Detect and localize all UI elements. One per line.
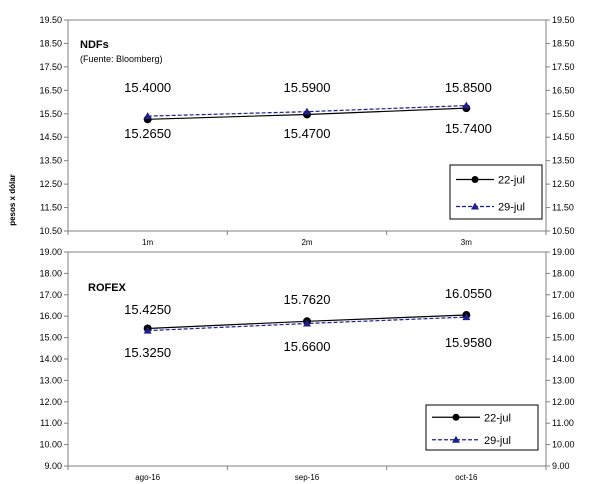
y-tick-label-left: 12.50 [39,179,62,189]
y-tick-label-right: 16.50 [552,85,575,95]
y-tick-label-left: 16.50 [39,85,62,95]
x-tick-label: sep-16 [295,473,320,482]
y-tick-label-left: 16.00 [39,311,62,321]
y-tick-label-right: 19.00 [552,247,575,257]
chart-subtitle: (Fuente: Bloomberg) [80,54,163,64]
y-tick-label-left: 14.50 [39,132,62,142]
y-tick-label-right: 10.50 [552,226,575,236]
data-label-22-jul: 15.7620 [284,292,331,307]
legend-marker-22-jul [471,176,479,183]
y-tick-label-right: 9.00 [552,461,570,471]
chart-title: NDFs [80,39,109,51]
y-tick-label-right: 11.50 [552,203,574,213]
y-tick-label-right: 14.50 [552,132,575,142]
legend-marker-22-jul [452,413,460,421]
y-tick-label-right: 15.50 [552,109,575,119]
y-tick-label-right: 19.50 [552,15,575,25]
y-tick-label-left: 10.00 [39,440,62,450]
x-tick-label: ago-16 [135,473,160,482]
y-tick-label-left: 11.00 [40,418,62,428]
y-tick-label-right: 15.00 [552,333,575,343]
data-point-29-jul [303,319,311,327]
data-label-29-jul: 15.5900 [284,80,331,95]
y-tick-label-right: 13.50 [552,156,575,166]
y-tick-label-left: 15.00 [39,333,62,343]
x-tick-label: oct-16 [455,473,478,482]
y-tick-label-right: 14.00 [552,354,575,364]
y-tick-label-right: 18.00 [552,268,575,278]
y-tick-label-left: 17.00 [39,290,62,300]
legend-marker-29-jul [452,435,460,443]
legend-label-22-jul: 22-jul [498,175,525,187]
x-tick-label: 1m [142,238,153,247]
x-tick-label: 2m [301,238,312,247]
y-tick-label-left: 10.50 [39,226,62,236]
y-tick-label-right: 11.00 [552,418,574,428]
legend-label-29-jul: 29-jul [484,435,511,447]
legend-marker-29-jul [471,202,479,210]
data-label-29-jul: 15.4000 [124,80,171,95]
data-label-29-jul: 15.3250 [124,345,171,360]
y-tick-label-right: 12.00 [552,397,575,407]
y-tick-label-left: 19.00 [39,247,62,257]
data-point-29-jul [303,107,311,115]
y-axis-label: pesos x dólar [8,174,17,226]
chart-title: ROFEX [88,282,127,294]
y-tick-label-right: 17.50 [552,62,575,72]
data-label-29-jul: 15.6600 [284,339,331,354]
y-tick-label-left: 15.50 [39,109,62,119]
data-label-22-jul: 16.0550 [445,286,492,301]
y-tick-label-left: 18.00 [39,268,62,278]
data-label-22-jul: 15.4700 [284,126,331,141]
y-tick-label-right: 18.50 [552,38,575,48]
legend-box [449,164,543,220]
y-tick-label-left: 11.50 [40,203,62,213]
y-tick-label-right: 10.00 [552,440,575,450]
y-tick-label-right: 12.50 [552,179,575,189]
y-tick-label-right: 17.00 [552,290,575,300]
data-label-22-jul: 15.4250 [124,302,171,317]
y-tick-label-right: 13.00 [552,375,575,385]
legend-label-29-jul: 29-jul [498,202,525,214]
data-label-22-jul: 15.2650 [124,126,171,141]
y-tick-label-left: 19.50 [39,15,62,25]
data-label-29-jul: 15.9580 [445,335,492,350]
y-tick-label-left: 13.00 [39,375,62,385]
data-label-29-jul: 15.8500 [445,80,492,95]
legend-box [425,404,539,451]
y-tick-label-left: 18.50 [39,38,62,48]
data-label-22-jul: 15.7400 [445,121,492,136]
y-tick-label-left: 13.50 [39,156,62,166]
y-tick-label-left: 9.00 [44,461,62,471]
chart-panel-2: 9.00 9.00 10.00 10.00 11.00 11.00 12.00 12.00 13… [39,247,574,482]
y-tick-label-left: 17.50 [39,62,62,72]
legend-label-22-jul: 22-jul [484,412,511,424]
data-point-29-jul [143,112,152,120]
data-point-29-jul [143,326,152,334]
data-point-29-jul [462,313,471,321]
legend: 22-jul 29-jul [425,404,539,451]
y-tick-label-left: 12.00 [39,397,62,407]
data-point-29-jul [462,101,471,109]
legend: 22-jul 29-jul [449,164,543,220]
chart-panel-1: 10.50 10.50 11.50 11.50 12.50 12.50 13.50 13.50… [39,15,574,247]
y-tick-label-left: 14.00 [39,354,62,364]
y-tick-label-right: 16.00 [552,311,575,321]
x-tick-label: 3m [461,238,472,247]
